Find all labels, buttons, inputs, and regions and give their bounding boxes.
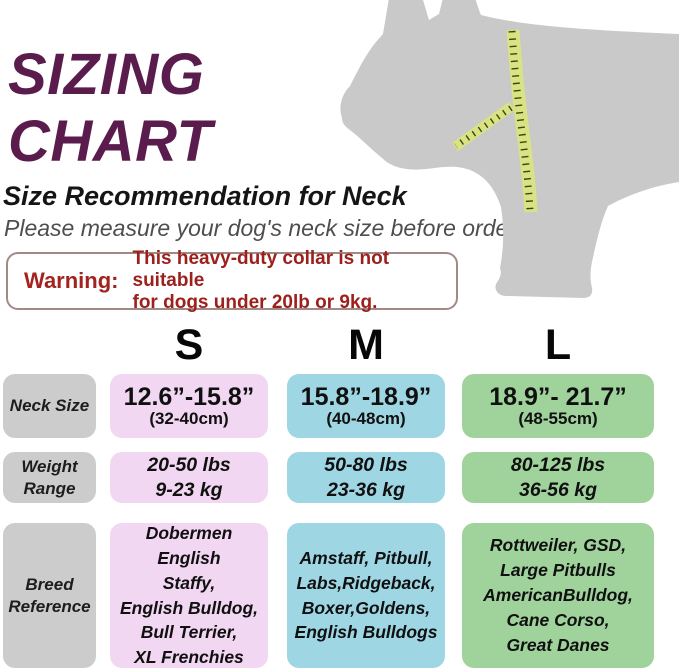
warning-message: This heavy-duty collar is not suitable f… <box>132 247 390 314</box>
measuring-tape-branch <box>452 101 515 152</box>
neck-range-inches-s: 12.6”-15.8” <box>123 382 255 411</box>
row-label-breed-reference: Breed Reference <box>3 523 96 668</box>
breed-cell-m: Amstaff, Pitbull, Labs,Ridgeback, Boxer,… <box>287 523 445 668</box>
page-title: SIZING CHART <box>8 42 212 176</box>
neck-size-cell-s: 12.6”-15.8” (32-40cm) <box>110 374 268 438</box>
row-label-neck-size: Neck Size <box>3 374 96 438</box>
weight-cell-l: 80-125 lbs 36-56 kg <box>462 452 654 503</box>
breed-cell-s: Dobermen English Staffy, English Bulldog… <box>110 523 268 668</box>
row-label-weight-range: Weight Range <box>3 452 96 503</box>
size-header-s: S <box>174 321 204 369</box>
dog-body-shape <box>340 0 679 298</box>
warning-label: Warning: <box>24 268 119 293</box>
page-title-line2: CHART <box>8 108 213 174</box>
warning-box: Warning: This heavy-duty collar is not s… <box>6 248 458 313</box>
neck-range-cm-l: (48-55cm) <box>518 408 598 428</box>
dog-silhouette-illustration <box>340 0 679 298</box>
weight-cell-m: 50-80 lbs 23-36 kg <box>287 452 445 503</box>
neck-range-cm-m: (40-48cm) <box>326 408 406 428</box>
neck-range-inches-m: 15.8”-18.9” <box>300 382 432 411</box>
size-header-m: M <box>348 321 384 369</box>
neck-size-cell-m: 15.8”-18.9” (40-48cm) <box>287 374 445 438</box>
measure-note: Please measure your dog's neck size befo… <box>4 215 547 241</box>
weight-cell-s: 20-50 lbs 9-23 kg <box>110 452 268 503</box>
neck-range-inches-l: 18.9”- 21.7” <box>489 382 627 411</box>
size-header-l: L <box>544 321 572 369</box>
page-title-line1: SIZING <box>8 42 205 107</box>
neck-size-cell-l: 18.9”- 21.7” (48-55cm) <box>462 374 654 438</box>
measuring-tape-graphic <box>506 29 538 213</box>
neck-range-cm-s: (32-40cm) <box>149 408 229 428</box>
subtitle: Size Recommendation for Neck <box>3 181 407 211</box>
breed-cell-l: Rottweiler, GSD, Large Pitbulls American… <box>462 523 654 668</box>
